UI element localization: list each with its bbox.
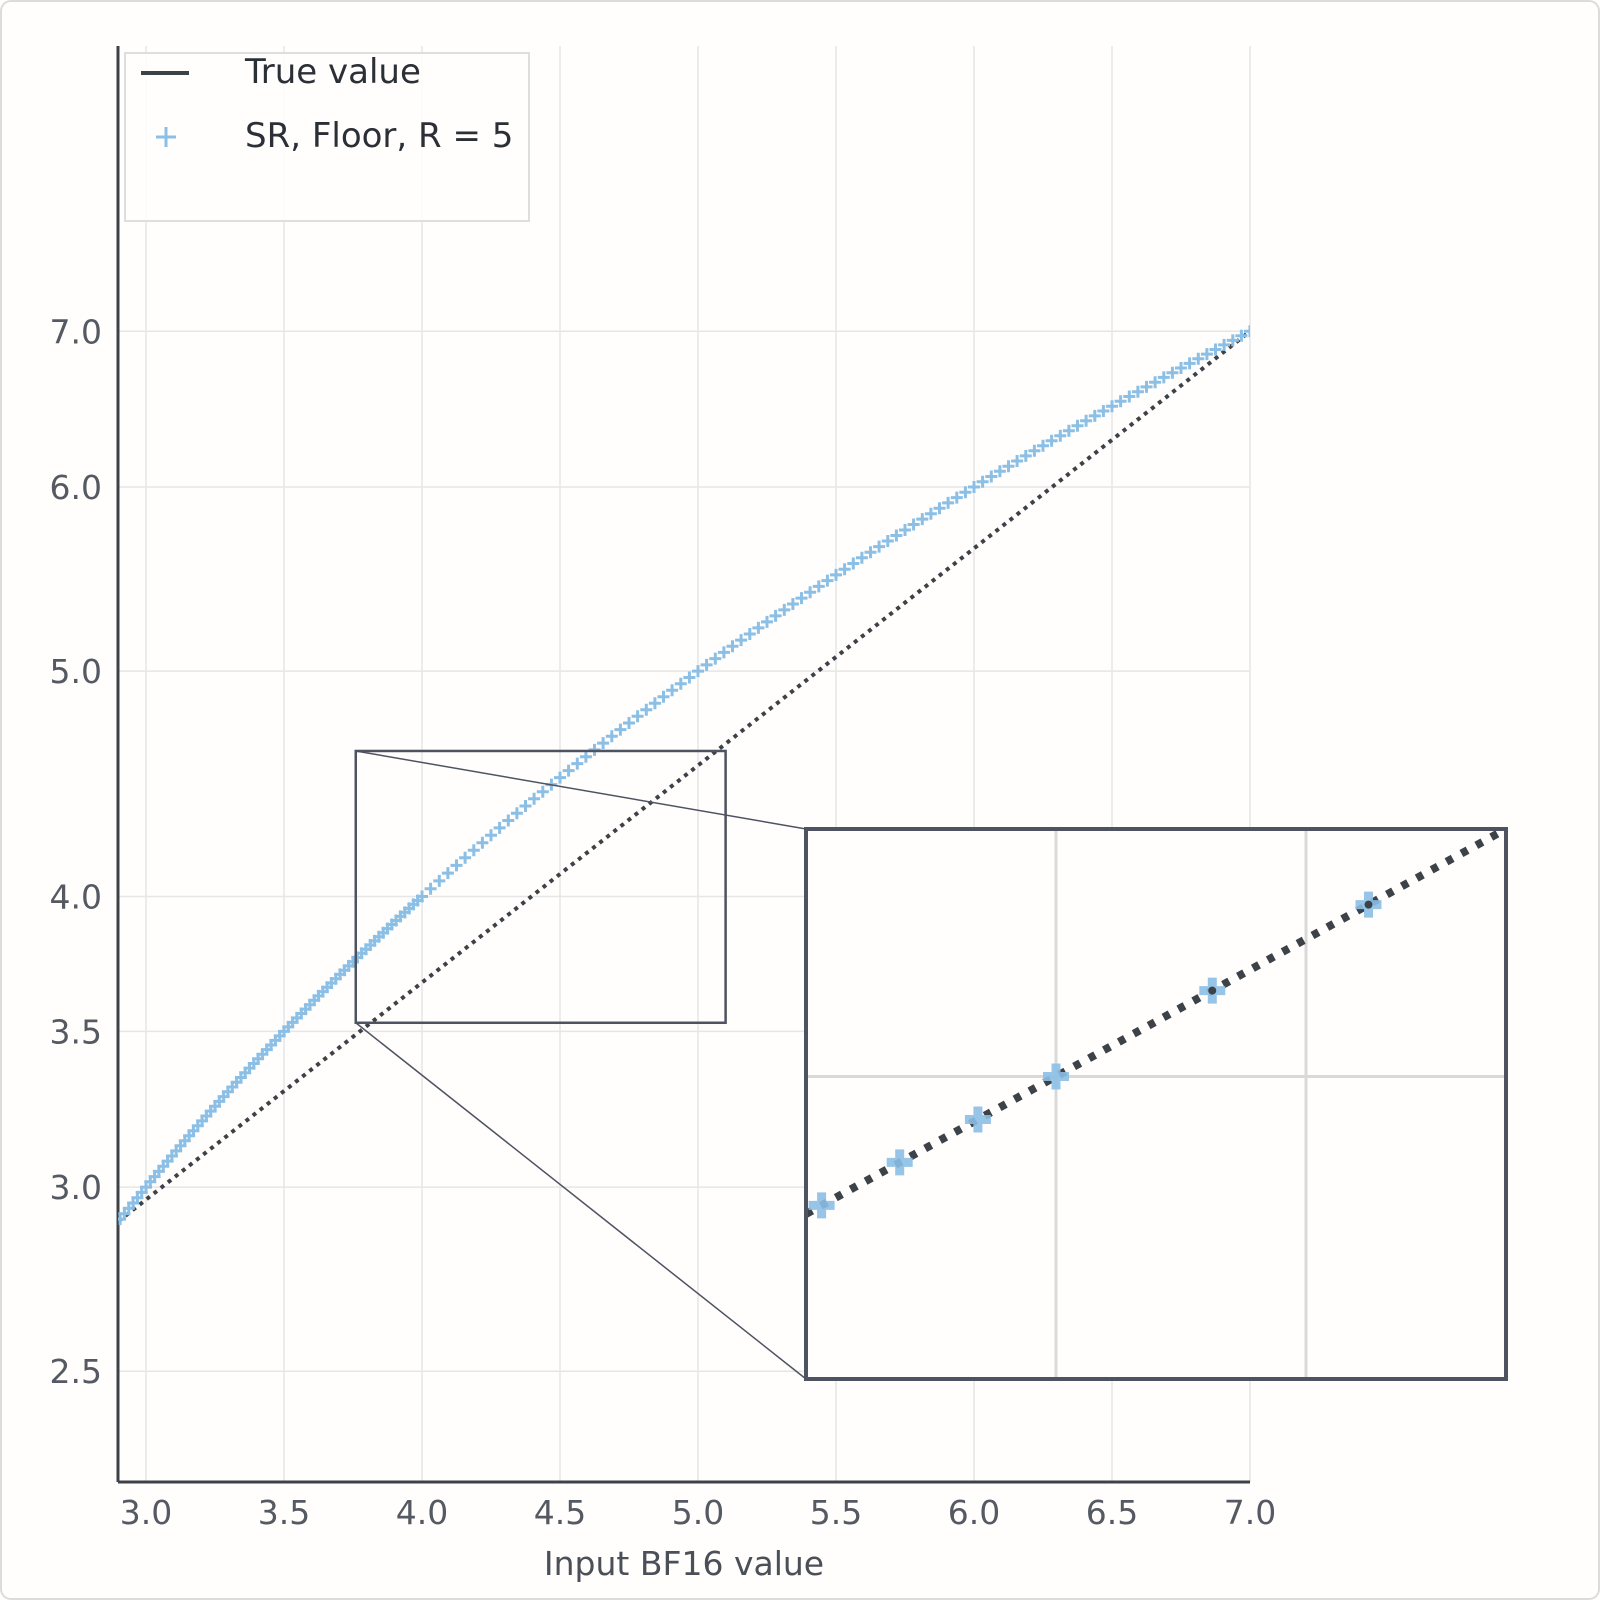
inset-background	[806, 829, 1506, 1379]
zoom-source-rect	[354, 749, 727, 1025]
inset-true-value-line	[806, 829, 1506, 1218]
legend-plus-marker	[156, 127, 176, 147]
x-tick-label: 7.0	[1224, 1493, 1276, 1532]
plot-area	[118, 325, 1250, 1226]
legend-label-true-value: True value	[244, 52, 421, 92]
connector-top	[355, 750, 807, 830]
x-tick-labels: 3.0 3.5 4.0 4.5 5.0 5.5 6.0 6.5 7.0	[120, 1493, 1276, 1532]
x-tick-label: 5.0	[672, 1493, 724, 1532]
y-tick-labels: 2.5 3.0 3.5 4.0 5.0 6.0 7.0	[50, 312, 102, 1391]
y-tick-label: 2.5	[50, 1352, 102, 1391]
y-tick-label: 7.0	[50, 312, 102, 351]
y-tick-label: 3.5	[50, 1012, 102, 1051]
true-value-line	[118, 329, 1250, 1223]
connector-bottom	[355, 1022, 807, 1380]
inset-frame	[804, 827, 1508, 1381]
x-tick-label: 4.0	[396, 1493, 448, 1532]
inset-sr-markers-dense	[808, 1063, 1069, 1219]
x-tick-label: 3.0	[120, 1493, 172, 1532]
x-tick-label: 4.5	[534, 1493, 586, 1532]
legend-box	[124, 52, 530, 222]
y-tick-label: 5.0	[50, 652, 102, 691]
x-tick-label: 5.5	[810, 1493, 862, 1532]
y-tick-label: 4.0	[50, 878, 102, 917]
x-tick-label: 6.0	[948, 1493, 1000, 1532]
zoom-source-box	[354, 749, 727, 1025]
inset-plot-area	[806, 829, 1506, 1379]
y-tick-label: 6.0	[50, 468, 102, 507]
inset-connectors	[355, 750, 807, 1380]
sr-floor-markers-dense	[118, 890, 428, 1226]
inset-panel	[804, 827, 1508, 1381]
x-tick-label: 6.5	[1086, 1493, 1138, 1532]
inset-true-dot	[1364, 900, 1373, 909]
legend-label-sr-floor: SR, Floor, R = 5	[245, 116, 513, 156]
x-axis-label: Input BF16 value	[544, 1544, 824, 1583]
legend: True value SR, Floor, R = 5	[124, 52, 530, 222]
y-tick-label: 3.0	[50, 1168, 102, 1207]
inset-true-dot	[1208, 986, 1217, 995]
axes	[116, 46, 1250, 1484]
sr-floor-markers	[424, 325, 1250, 895]
x-tick-label: 3.5	[258, 1493, 310, 1532]
